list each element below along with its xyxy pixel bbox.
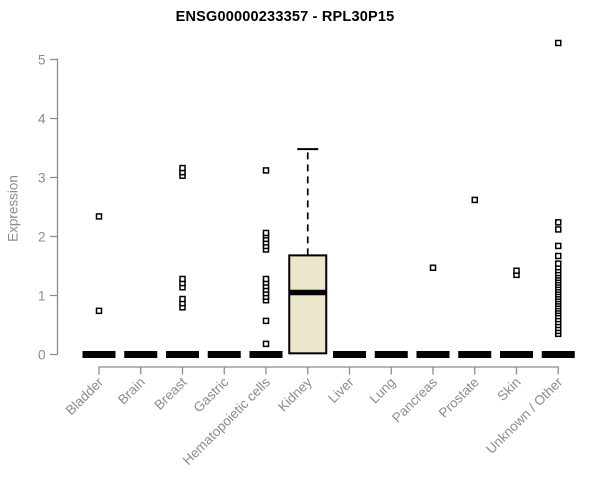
outlier-point [262, 340, 270, 348]
collapsed-box [82, 351, 116, 358]
outlier-point [95, 307, 103, 315]
y-tick-label: 5 [38, 52, 46, 67]
collapsed-box [124, 351, 158, 358]
collapsed-box [541, 351, 575, 358]
outlier-point [555, 226, 562, 233]
outlier-point [555, 252, 562, 260]
collapsed-box [374, 351, 408, 358]
outlier-point [555, 242, 562, 250]
outlier-point [555, 39, 562, 47]
outlier-point [262, 275, 270, 283]
collapsed-box [333, 351, 366, 358]
box [288, 254, 328, 355]
outlier-point [262, 167, 270, 174]
collapsed-box [458, 351, 492, 358]
y-tick-label: 4 [38, 111, 46, 126]
y-tick-label: 2 [38, 229, 46, 244]
x-tick-label: Prostate [436, 375, 482, 421]
collapsed-box [166, 351, 199, 358]
x-tick-label: Brain [115, 375, 148, 408]
x-tick-label: Liver [325, 374, 357, 406]
outlier-point [555, 260, 562, 267]
x-tick-label: Pancreas [389, 374, 440, 425]
y-tick-label: 3 [38, 170, 46, 185]
chart-title: ENSG00000233357 - RPL30P15 [175, 9, 395, 25]
collapsed-box [500, 351, 533, 358]
outlier-point [471, 196, 478, 204]
collapsed-box [207, 351, 241, 358]
collapsed-box [249, 351, 283, 358]
outlier-point [429, 264, 437, 272]
outlier-point [179, 164, 186, 172]
outlier-point [179, 275, 186, 283]
y-tick-label: 0 [38, 347, 46, 362]
outlier-point [95, 213, 103, 220]
outlier-point [555, 219, 562, 226]
x-tick-label: Breast [151, 374, 189, 412]
x-tick-label: Skin [494, 375, 523, 404]
outlier-point [262, 317, 270, 325]
x-tick-label: Lung [367, 375, 399, 407]
collapsed-box [416, 351, 450, 358]
x-tick-label: Kidney [275, 374, 315, 414]
x-tick-label: Bladder [63, 374, 107, 418]
outlier-point [262, 229, 270, 237]
outlier-point [513, 267, 520, 274]
outlier-point [179, 295, 186, 303]
y-tick-label: 1 [38, 288, 46, 303]
x-tick-label: Gastric [191, 374, 232, 415]
x-tick-label: Unknown / Other [483, 374, 566, 457]
